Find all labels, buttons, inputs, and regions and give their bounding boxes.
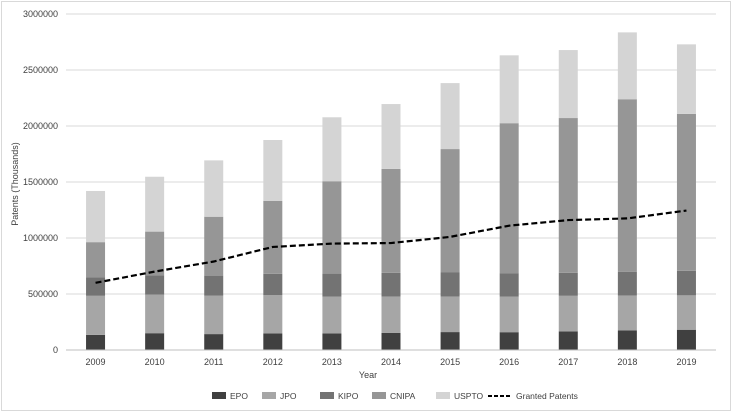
legend-label-granted-patents: Granted Patents (516, 391, 578, 401)
bar-segment-kipo (381, 272, 401, 297)
bar-segment-uspto (676, 44, 696, 114)
bar-segment-cnipa (617, 99, 637, 272)
legend: EPO JPO KIPO CNIPA USPTO Granted Patents (212, 391, 578, 401)
legend-label-jpo: JPO (280, 391, 297, 401)
x-axis-title: Year (359, 370, 377, 380)
bar-segment-kipo (322, 273, 342, 297)
x-tick-label: 2013 (322, 357, 342, 367)
x-tick-label: 2017 (558, 357, 578, 367)
bar-segment-cnipa (381, 168, 401, 273)
bar-segment-epo (617, 330, 637, 350)
bar-segment-kipo (204, 275, 224, 296)
bar-segment-cnipa (558, 118, 578, 273)
bar-segment-kipo (558, 272, 578, 296)
x-tick-label: 2009 (86, 357, 106, 367)
granted-patents-polyline (95, 209, 687, 284)
x-tick-label: 2018 (617, 357, 637, 367)
x-tick-label: 2011 (204, 357, 223, 367)
y-tick-label: 1500000 (23, 177, 58, 187)
bar-segment-uspto (499, 55, 519, 124)
x-tick-label: 2016 (499, 357, 519, 367)
legend-swatch-jpo (262, 392, 276, 399)
bar-segment-epo (440, 332, 460, 350)
bar-segment-epo (499, 332, 519, 350)
x-tick-label: 2014 (381, 357, 401, 367)
bar-segment-jpo (86, 295, 106, 335)
legend-swatch-cnipa (372, 392, 386, 399)
x-tick-label: 2015 (440, 357, 460, 367)
bar-segment-jpo (440, 296, 460, 333)
bar-segment-cnipa (440, 149, 460, 273)
legend-swatch-epo (212, 392, 226, 399)
y-tick-label: 0 (53, 345, 58, 355)
bar-segment-cnipa (322, 181, 342, 274)
legend-label-kipo: KIPO (338, 391, 359, 401)
bar-segment-jpo (676, 295, 696, 330)
bar-segment-kipo (617, 271, 637, 296)
bar-segment-jpo (381, 296, 401, 333)
bar-segment-jpo (145, 294, 165, 334)
x-tick-label: 2012 (263, 357, 283, 367)
bar-segment-kipo (263, 273, 283, 296)
bar-segment-epo (676, 329, 696, 350)
bar-segment-epo (381, 332, 401, 350)
bar-segment-cnipa (204, 216, 224, 276)
x-tick-label: 2010 (145, 357, 165, 367)
bar-segment-epo (204, 334, 224, 350)
bar-segment-uspto (204, 160, 224, 217)
bar-segment-uspto (558, 50, 578, 119)
bar-segment-cnipa (499, 123, 519, 274)
bar-segment-epo (558, 331, 578, 350)
y-tick-label: 3000000 (23, 9, 58, 19)
bar-segment-epo (145, 333, 165, 350)
bar-segment-kipo (440, 272, 460, 297)
bar-segment-uspto (617, 32, 637, 100)
bar-segment-uspto (440, 83, 460, 150)
granted-patents-line (95, 209, 687, 284)
bar-segment-kipo (86, 277, 106, 296)
bar-segment-epo (86, 334, 106, 350)
bar-segment-cnipa (86, 242, 106, 278)
bar-segment-jpo (499, 296, 519, 333)
legend-label-uspto: USPTO (454, 391, 484, 401)
bar-segment-epo (263, 333, 283, 350)
bar-segment-uspto (86, 190, 106, 243)
legend-label-epo: EPO (230, 391, 248, 401)
bar-segment-jpo (263, 295, 283, 334)
y-axis-ticks: 0 500000 1000000 1500000 2000000 2500000 30000… (23, 9, 58, 355)
bar-segment-jpo (558, 295, 578, 332)
y-tick-label: 2500000 (23, 65, 58, 75)
bar-segment-jpo (322, 296, 342, 334)
bar-segment-uspto (263, 140, 283, 201)
x-axis-ticks: 2009 2010 2011 2012 2013 2014 2015 2016 2017 2018… (86, 357, 697, 367)
bar-segment-uspto (145, 176, 165, 232)
bar-segment-epo (322, 333, 342, 350)
legend-swatch-kipo (320, 392, 334, 399)
bar-segment-jpo (617, 295, 637, 331)
bars (86, 32, 696, 350)
bar-segment-jpo (204, 295, 224, 335)
y-axis-title: Patents (Thousands) (10, 142, 20, 226)
stacked-bar-chart: 0 500000 1000000 1500000 2000000 2500000 30000… (10, 9, 716, 401)
bar-segment-uspto (322, 117, 342, 182)
bar-segment-cnipa (263, 200, 283, 274)
bar-segment-kipo (499, 273, 519, 297)
bar-segment-cnipa (676, 113, 696, 271)
legend-label-cnipa: CNIPA (390, 391, 416, 401)
bar-segment-kipo (145, 275, 165, 295)
legend-swatch-uspto (436, 392, 450, 399)
y-tick-label: 500000 (28, 289, 58, 299)
bar-segment-cnipa (145, 231, 165, 276)
y-tick-label: 1000000 (23, 233, 58, 243)
bar-segment-kipo (676, 270, 696, 296)
bar-segment-uspto (381, 104, 401, 169)
x-tick-label: 2019 (676, 357, 696, 367)
y-tick-label: 2000000 (23, 121, 58, 131)
